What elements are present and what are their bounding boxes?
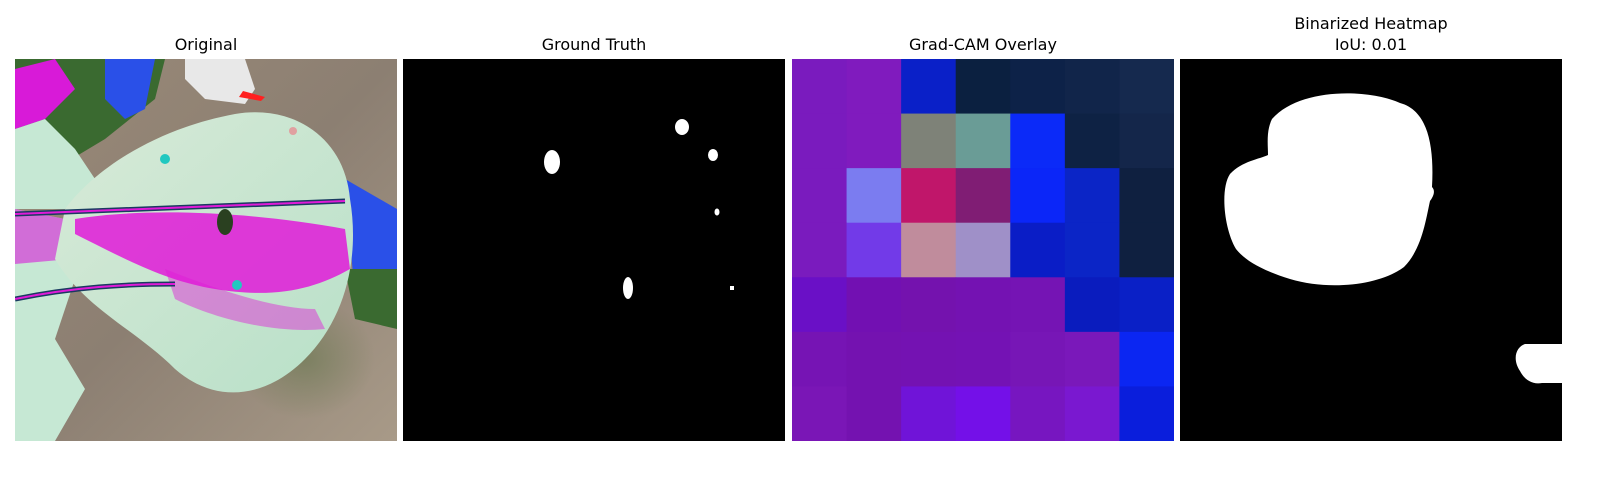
gradcam-cell (846, 168, 902, 224)
gradcam-cell (792, 386, 848, 441)
gradcam-cell (1010, 168, 1066, 224)
gradcam-cell (846, 386, 902, 441)
lesion-spot (675, 119, 689, 135)
gradcam-cell (1010, 59, 1066, 115)
gradcam-cell (901, 222, 957, 278)
gradcam-cell (846, 277, 902, 333)
gradcam-cell (901, 168, 957, 224)
gradcam-cell (1010, 113, 1066, 169)
gradcam-cell (901, 113, 957, 169)
heatmap-blob-edge (1515, 344, 1562, 384)
gradcam-cell (792, 113, 848, 169)
gradcam-cell (955, 331, 1011, 387)
gradcam-cell (1119, 222, 1174, 278)
gradcam-cell (792, 168, 848, 224)
gradcam-cell (846, 59, 902, 115)
gradcam-cell (1064, 277, 1120, 333)
lesion-spot (714, 208, 720, 216)
gradcam-heatmap-grid (792, 59, 1174, 441)
gradcam-cell (901, 386, 957, 441)
binarized-heatmap-title: Binarized Heatmap (1294, 14, 1448, 33)
gradcam-cell (1119, 59, 1174, 115)
ground-truth-title: Ground Truth (541, 35, 647, 54)
gradcam-cell (1119, 277, 1174, 333)
gradcam-cell (955, 168, 1011, 224)
gradcam-cell (792, 277, 848, 333)
gradcam-cell (846, 222, 902, 278)
gradcam-cell (1010, 331, 1066, 387)
gradcam-cell (1010, 277, 1066, 333)
gradcam-cell (955, 222, 1011, 278)
gradcam-cell (1010, 222, 1066, 278)
gradcam-cell (1119, 168, 1174, 224)
gradcam-cell (955, 59, 1011, 115)
original-title: Original (174, 35, 238, 54)
mask-background (403, 59, 785, 441)
gradcam-cell (1010, 386, 1066, 441)
gradcam-cell (955, 277, 1011, 333)
lesion-spot (730, 286, 734, 290)
original-image (15, 59, 397, 441)
heatmap-blob-main (1224, 93, 1434, 286)
gradcam-cell (955, 113, 1011, 169)
original-leaf-picture (15, 59, 397, 441)
gradcam-cell (1064, 168, 1120, 224)
gradcam-cell (1119, 386, 1174, 441)
gradcam-cell (1064, 113, 1120, 169)
lesion-spot (708, 149, 718, 161)
gradcam-cell (901, 331, 957, 387)
binarized-heatmap (1180, 59, 1562, 441)
gradcam-cell (792, 331, 848, 387)
gradcam-cell (901, 277, 957, 333)
gradcam-cell (1119, 331, 1174, 387)
gradcam-cell (1064, 222, 1120, 278)
gradcam-cell (1119, 113, 1174, 169)
gradcam-cell (901, 59, 957, 115)
gradcam-cell (792, 222, 848, 278)
gradcam-cell (955, 386, 1011, 441)
gradcam-cell (1064, 386, 1120, 441)
gradcam-cell (1064, 59, 1120, 115)
ground-truth-mask (403, 59, 785, 441)
gradcam-overlay (792, 59, 1174, 441)
iou-label: IoU: 0.01 (1334, 35, 1408, 54)
gradcam-cell (846, 113, 902, 169)
lesion-spot (623, 277, 633, 299)
gradcam-cell (1064, 331, 1120, 387)
gradcam-overlay-title: Grad-CAM Overlay (909, 35, 1057, 54)
lesion-spot (544, 150, 560, 174)
gradcam-cell (792, 59, 848, 115)
gradcam-cell (846, 331, 902, 387)
